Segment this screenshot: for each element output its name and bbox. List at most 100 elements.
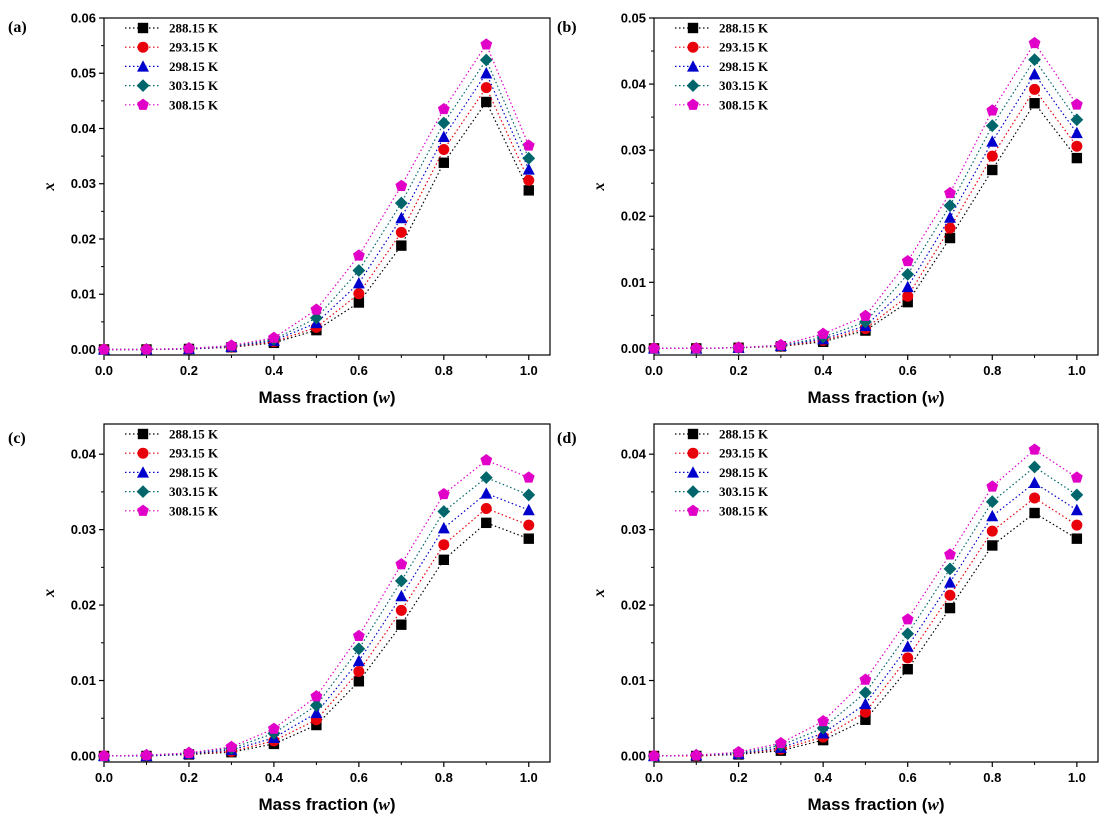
data-point	[648, 342, 660, 354]
legend-item: 298.15 K	[125, 465, 219, 480]
x-tick-label: 0.8	[435, 770, 453, 785]
y-tick-label: 0.02	[621, 598, 646, 613]
series-1	[648, 507, 1083, 762]
data-point	[1070, 126, 1083, 139]
x-tick-label: 1.0	[1068, 363, 1086, 378]
y-tick-label: 0.04	[621, 447, 647, 462]
data-point	[437, 487, 450, 500]
legend-label: 293.15 K	[719, 40, 769, 55]
legend: 288.15 K 293.15 K 298.15 K 303.15 K 308.15 K	[675, 427, 769, 518]
data-point	[480, 487, 493, 499]
data-point	[309, 311, 323, 325]
y-tick-label: 0.00	[71, 748, 96, 763]
data-point	[986, 525, 998, 537]
y-tick-label: 0.02	[71, 231, 96, 246]
legend-marker	[687, 447, 699, 459]
legend-item: 303.15 K	[125, 484, 219, 499]
data-point	[1028, 36, 1041, 49]
data-point	[943, 562, 957, 576]
data-point	[944, 222, 956, 234]
data-point	[1070, 98, 1083, 110]
x-tick-label: 0.6	[350, 770, 368, 785]
y-tick-label: 0.01	[621, 673, 646, 688]
data-point	[438, 554, 450, 566]
legend-item: 308.15 K	[125, 503, 219, 518]
data-point	[352, 249, 365, 261]
data-point	[901, 627, 915, 641]
data-point	[523, 533, 534, 544]
series-5	[648, 36, 1083, 354]
series-line	[103, 459, 529, 757]
data-point	[859, 697, 872, 710]
series-line	[654, 88, 1078, 349]
series-4	[647, 53, 1084, 355]
legend-item: 288.15 K	[675, 21, 769, 36]
legend-label: 288.15 K	[719, 427, 769, 442]
data-point	[268, 331, 280, 343]
data-point	[522, 139, 535, 151]
y-axis-title: x	[41, 589, 58, 598]
data-point	[985, 119, 999, 133]
data-point	[987, 164, 998, 176]
legend-label: 288.15 K	[169, 427, 219, 442]
legend-label: 308.15 K	[719, 503, 769, 518]
data-point	[480, 454, 493, 466]
data-point	[817, 715, 830, 727]
plot-frame	[103, 423, 551, 763]
data-point	[183, 746, 195, 758]
series-line	[654, 73, 1078, 349]
data-point	[690, 342, 703, 354]
data-point	[438, 157, 450, 168]
data-point	[1028, 460, 1041, 474]
chart-panel-1: 0.0 0.2 0.4 0.6 0.8 1.0 0.00 0.01 0.02 0.03 0.04 0.…	[8, 11, 551, 407]
data-point	[648, 749, 660, 761]
x-axis-title: Mass fraction (w)	[808, 388, 945, 407]
data-point	[481, 96, 492, 108]
data-point	[140, 749, 153, 761]
y-axis-title: x	[591, 589, 608, 598]
data-point	[310, 706, 323, 719]
data-point	[396, 619, 407, 630]
y-tick-label: 0.04	[71, 447, 97, 462]
x-tick-label: 0.8	[983, 363, 1001, 378]
legend-item: 293.15 K	[125, 40, 219, 55]
y-tick-label: 0.04	[621, 77, 647, 92]
data-point	[523, 519, 535, 531]
legend-marker	[137, 428, 149, 440]
legend-item: 298.15 K	[125, 59, 219, 74]
data-point	[986, 104, 999, 116]
y-tick-label: 0.05	[621, 11, 646, 26]
x-tick-label: 0.8	[983, 770, 1001, 785]
data-point	[395, 558, 408, 570]
legend-label: 308.15 K	[169, 97, 219, 112]
legend-label: 303.15 K	[169, 484, 219, 499]
data-point	[140, 343, 153, 355]
data-point	[437, 130, 450, 142]
x-tick-label: 0.6	[899, 363, 917, 378]
legend-marker	[687, 428, 699, 440]
x-axis-title: Mass fraction (w)	[808, 795, 945, 814]
data-point	[479, 53, 493, 67]
plot-frame	[103, 17, 551, 356]
data-point	[902, 296, 913, 308]
data-point	[1029, 98, 1040, 109]
y-tick-label: 0.01	[71, 673, 96, 688]
legend-label: 288.15 K	[169, 21, 219, 36]
panel-label: (d)	[557, 430, 577, 447]
y-tick-label: 0.02	[71, 598, 96, 613]
data-point	[522, 503, 535, 516]
panel-label: (a)	[8, 19, 27, 36]
y-tick-label: 0.05	[71, 66, 96, 81]
data-point	[690, 749, 703, 761]
data-point	[944, 602, 956, 614]
series-5	[98, 38, 535, 355]
y-tick-label: 0.00	[621, 341, 646, 356]
x-tick-label: 0.2	[180, 770, 198, 785]
legend-marker	[687, 60, 699, 72]
x-tick-label: 1.0	[520, 770, 538, 785]
data-point	[225, 740, 238, 752]
panel-label: (b)	[557, 19, 577, 36]
data-point	[480, 67, 493, 79]
chart-panel-2: 0.0 0.2 0.4 0.6 0.8 1.0 0.00 0.01 0.02 0.03 0.04 0.…	[557, 11, 1099, 407]
